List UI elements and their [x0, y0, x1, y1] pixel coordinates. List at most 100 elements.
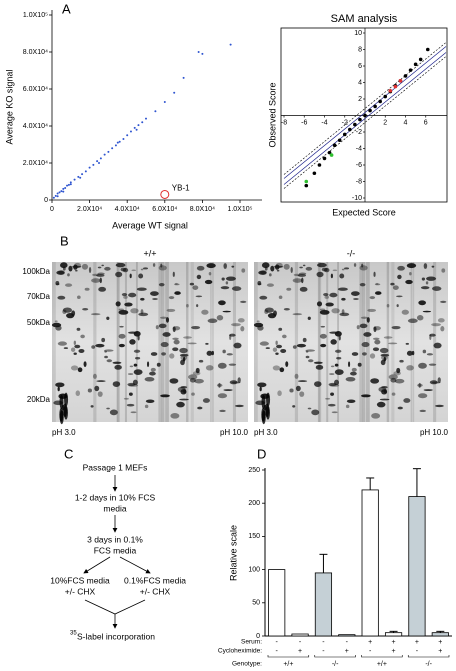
gel-spot: [334, 369, 344, 376]
gel-spot: [219, 409, 226, 413]
genotype-cell: +/+: [377, 661, 387, 668]
data-point: [329, 153, 334, 157]
gel-spot: [305, 350, 309, 353]
gel-spot: [172, 347, 179, 352]
gel-spot: [418, 382, 421, 388]
gel-spot: [81, 263, 89, 270]
data-point: [54, 194, 57, 197]
flow-superscript: 35: [70, 631, 77, 637]
flow-node: media: [103, 503, 126, 513]
y-tick-label: 250: [248, 467, 260, 474]
gel-spot: [329, 331, 339, 334]
gel-spot: [331, 411, 338, 414]
fit-line: [283, 46, 447, 179]
gel-spot: [196, 274, 202, 280]
gel-spot: [78, 348, 85, 354]
gel-spot: [279, 367, 285, 373]
gel-spot: [437, 318, 445, 323]
gel-spot: [405, 342, 409, 345]
gel-spot: [411, 350, 415, 356]
flow-merge: [84, 599, 146, 615]
annotation-marker: [160, 189, 170, 199]
genotype-label: Genotype:: [232, 661, 262, 668]
gel-spot: [264, 307, 274, 313]
y-tick-label: 0: [256, 633, 260, 640]
gel-spot: [126, 403, 135, 407]
gel-spot: [207, 318, 218, 323]
flow-arrow: [83, 556, 111, 574]
gel-spot: [58, 270, 65, 275]
y-tick-label: -2: [356, 129, 362, 136]
gel-spot: [305, 355, 310, 359]
gel-spot: [128, 331, 138, 334]
gel-spot: [180, 354, 188, 361]
gel-spot: [260, 270, 267, 275]
data-point: [358, 117, 362, 122]
gel-spot: [335, 349, 342, 353]
data-point: [229, 43, 232, 46]
gel-spot: [59, 410, 64, 425]
gel-spot: [357, 362, 362, 367]
gel-spot: [393, 371, 401, 376]
gel-spot: [205, 342, 209, 345]
gel-spot: [83, 361, 87, 368]
data-point: [413, 62, 418, 67]
gel-spot: [265, 347, 270, 349]
gel-spot: [123, 397, 129, 400]
gel-spot: [321, 267, 328, 272]
gel-spot: [205, 365, 214, 371]
gel-spot: [129, 339, 136, 345]
y-tick-label: -10: [352, 195, 362, 202]
flow-node: 0.1%FCS media: [124, 575, 186, 585]
gel-spot: [307, 407, 312, 410]
gel-spot: [302, 264, 306, 267]
gel-spot: [192, 285, 199, 290]
gel-spot: [180, 359, 185, 366]
condition-cell: -: [299, 639, 302, 646]
gel-spot: [359, 265, 368, 271]
gel-spot: [397, 265, 405, 271]
gel-spot: [431, 323, 441, 327]
gel-spot: [276, 269, 280, 272]
gel-spot: [74, 344, 81, 349]
gel-spot: [334, 379, 340, 386]
panel-label: A: [62, 1, 71, 16]
gel-spot: [361, 263, 364, 268]
gel-spot: [431, 381, 441, 384]
gel-spot: [144, 376, 155, 382]
gel-spot: [64, 392, 69, 407]
gel-spot: [59, 395, 64, 410]
gel-spot: [99, 277, 102, 284]
gel-spot: [422, 349, 427, 354]
data-point: [304, 183, 309, 188]
gel-spot: [155, 325, 159, 330]
gel-spot: [173, 339, 180, 345]
gel-spot: [316, 271, 324, 278]
gel-spot: [101, 264, 104, 267]
condition-cell: +: [438, 648, 442, 655]
gel-spot: [376, 401, 386, 408]
gel-spot: [172, 326, 181, 331]
gel-spot: [96, 380, 106, 383]
y-tick-label: -4: [356, 145, 362, 152]
gel-spot: [426, 276, 437, 281]
gel-spot: [54, 320, 58, 323]
gel-spot: [373, 326, 377, 333]
data-point: [69, 183, 72, 186]
gel-spot: [112, 381, 121, 387]
gel-spot: [406, 350, 413, 356]
gel-spot: [422, 310, 432, 313]
gel-spot: [392, 285, 399, 290]
gel-spot: [133, 349, 141, 353]
gel-spot: [221, 277, 225, 281]
gel-spot: [313, 361, 323, 364]
gel-spot: [128, 392, 133, 396]
gel-spot: [131, 269, 136, 272]
gel-streak: [433, 262, 437, 422]
data-point: [69, 181, 72, 184]
gel-spot: [168, 296, 175, 300]
condition-cell: +: [392, 639, 396, 646]
y-tick-label: -8: [356, 178, 362, 185]
gel-spot: [115, 262, 126, 268]
